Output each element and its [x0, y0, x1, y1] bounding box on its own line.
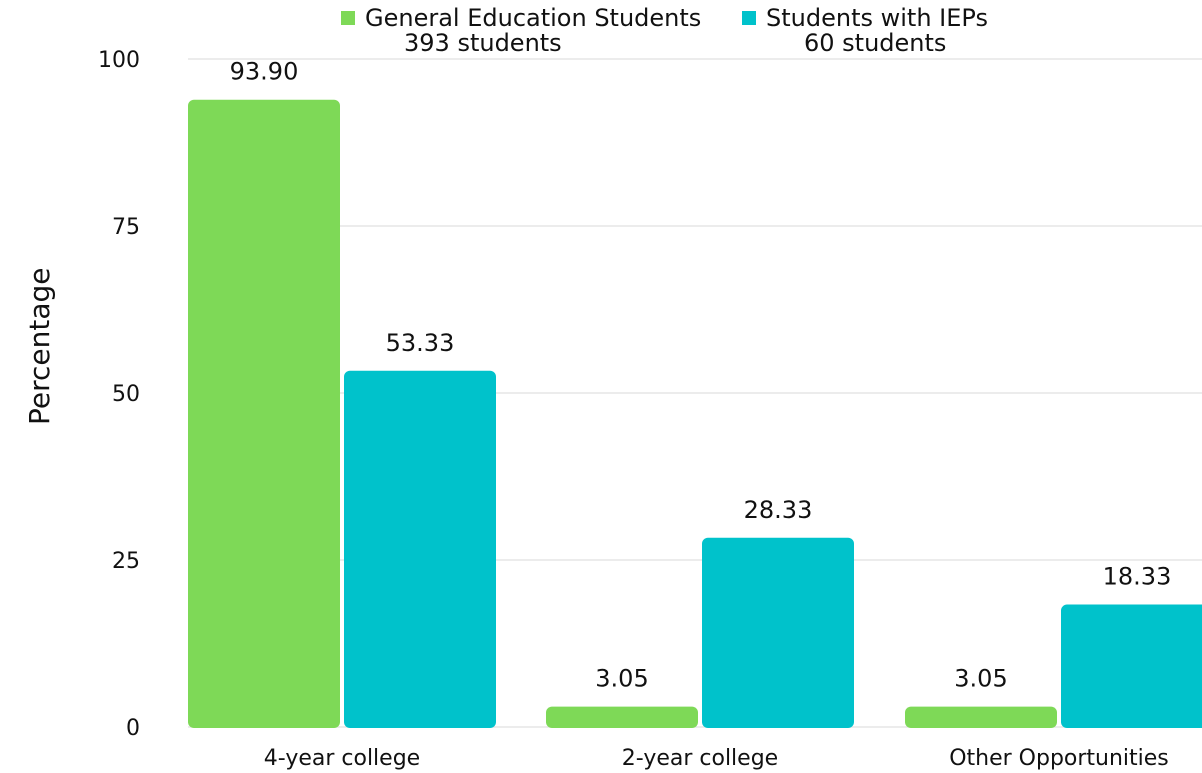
- bar-students-with-ieps-2: [1061, 604, 1202, 728]
- y-tick-label-0: 0: [126, 716, 140, 741]
- data-label-students-with-ieps-1: 28.33: [744, 496, 813, 524]
- data-label-general-education-2: 3.05: [954, 665, 1007, 693]
- legend-swatch-students-with-ieps: [742, 11, 756, 25]
- legend-subtitle-general-education: 393 students: [404, 29, 562, 57]
- legend-item-general-education: General Education Students: [341, 4, 701, 32]
- bar-general-education-2: [905, 706, 1057, 728]
- y-tick-label-100: 100: [98, 48, 140, 73]
- y-tick-label-25: 25: [112, 549, 140, 574]
- data-label-general-education-1: 3.05: [595, 665, 648, 693]
- data-label-students-with-ieps-0: 53.33: [386, 329, 455, 357]
- legend-swatch-general-education: [341, 11, 355, 25]
- legend-label-students-with-ieps: Students with IEPs: [766, 4, 988, 32]
- bar-general-education-1: [546, 706, 698, 728]
- x-tick-label-2: Other Opportunities: [949, 746, 1169, 771]
- x-tick-label-0: 4-year college: [264, 746, 420, 771]
- legend-label-general-education: General Education Students: [365, 4, 702, 32]
- bar-students-with-ieps-1: [702, 537, 854, 728]
- data-label-general-education-0: 93.90: [230, 58, 299, 86]
- y-tick-label-50: 50: [112, 382, 140, 407]
- bar-students-with-ieps-0: [344, 370, 496, 728]
- x-tick-label-1: 2-year college: [622, 746, 778, 771]
- legend-subtitle-students-with-ieps: 60 students: [804, 29, 947, 57]
- data-label-students-with-ieps-2: 18.33: [1103, 563, 1172, 591]
- bar-general-education-0: [188, 99, 340, 729]
- legend: General Education Students 393 students …: [0, 0, 1202, 60]
- legend-item-students-with-ieps: Students with IEPs: [742, 4, 988, 32]
- y-tick-label-75: 75: [112, 215, 140, 240]
